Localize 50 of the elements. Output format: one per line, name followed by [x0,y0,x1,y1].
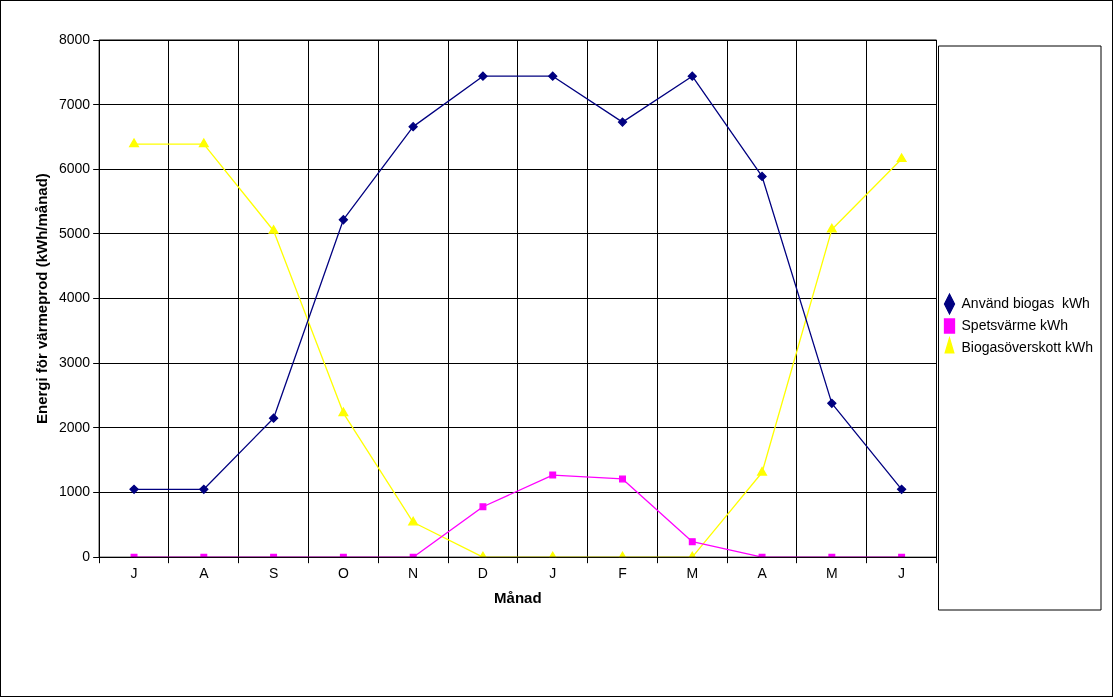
point [688,538,696,546]
point [549,471,557,479]
x-tick-label: S [268,565,279,582]
x-tick-label: M [826,565,838,582]
point [198,138,209,148]
x-axis-title: Månad [494,589,542,607]
x-tick-label: J [549,565,557,582]
point [129,484,139,494]
point [129,138,140,148]
x-tick-label: D [477,565,488,582]
x-tick-label: N [408,565,419,582]
point [896,153,907,163]
y-tick-label: 8000 [58,30,91,47]
point [268,225,279,234]
y-axis-title: Energi för värmeprod (kWh/månad) [33,173,51,425]
point [408,121,418,132]
y-tick-label: 7000 [58,95,91,112]
y-tick-label: 1000 [58,483,91,500]
point [548,71,558,81]
x-tick-label: A [757,565,768,582]
point [478,71,488,81]
point [757,466,768,476]
point [268,413,279,423]
point [896,484,907,494]
point [826,223,837,233]
x-tick-label: J [130,565,138,582]
y-tick-label: 2000 [58,418,91,435]
x-tick-label: O [337,565,349,582]
y-tick-label: 0 [82,548,91,565]
point [757,171,767,182]
x-tick-label: M [686,565,699,582]
point [479,503,487,511]
point [408,516,419,526]
y-tick-label: 3000 [58,354,91,371]
y-tick-label: 4000 [58,289,91,306]
y-tick-label: 6000 [58,160,91,177]
x-tick-label: A [199,565,210,582]
point [687,71,697,81]
y-tick-label: 5000 [58,224,91,241]
point [827,398,837,408]
point [617,117,628,127]
x-tick-label: F [618,565,627,582]
x-tick-label: J [898,565,906,582]
point [338,407,349,417]
point [619,475,626,483]
legend-label: Biogasöverskott kWh [961,338,1093,355]
legend-label: Använd biogas kWh [961,294,1090,311]
point [199,484,209,494]
legend-label: Spetsvärme kWh [961,316,1069,333]
point [338,215,349,225]
